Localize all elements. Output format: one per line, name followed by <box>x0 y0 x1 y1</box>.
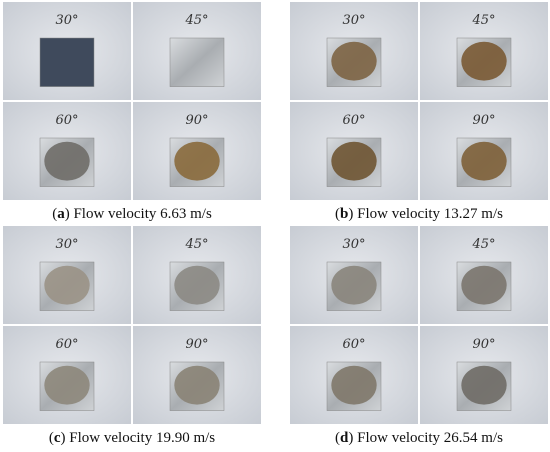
erosion-spot <box>174 265 220 305</box>
caption-label: a <box>57 206 65 222</box>
erosion-spot <box>331 265 377 305</box>
erosion-spot <box>174 141 220 181</box>
caption: (a) Flow velocity 6.63 m/s <box>52 206 212 222</box>
angle-label: 45° <box>184 13 208 28</box>
caption-paren: ( <box>335 430 340 446</box>
caption: (c) Flow velocity 19.90 m/s <box>49 430 215 446</box>
erosion-spot <box>461 365 507 405</box>
angle-label: 90° <box>472 113 495 128</box>
caption-paren: ( <box>49 430 54 446</box>
caption: (d) Flow velocity 26.54 m/s <box>335 430 503 446</box>
caption-paren: ) <box>348 430 357 446</box>
angle-label: 60° <box>342 337 365 352</box>
caption-paren: ) <box>348 206 357 222</box>
erosion-spot <box>331 365 377 405</box>
panel: 30° 45° 60° 90° (c) Flow velocity 19.90 m/s <box>3 226 261 446</box>
panel: 30° 45° 60° 90° (b) Flow velocity 13.27 m/s <box>290 2 548 222</box>
angle-label: 90° <box>185 337 208 352</box>
erosion-spot <box>44 265 90 305</box>
angle-label: 30° <box>342 13 365 28</box>
erosion-spot <box>461 265 507 305</box>
angle-label: 90° <box>185 113 208 128</box>
erosion-spot <box>461 41 507 81</box>
sample <box>169 37 225 87</box>
erosion-spot <box>44 141 90 181</box>
caption-paren: ) <box>65 206 74 222</box>
erosion-spot <box>331 41 377 81</box>
caption-label: b <box>340 206 348 222</box>
erosion-spot <box>174 365 220 405</box>
caption-label: c <box>54 430 61 446</box>
panel: 30° 45° 60° 90° (d) Flow velocity 26.54 m/s <box>290 226 548 446</box>
erosion-spot <box>331 141 377 181</box>
caption-paren: ( <box>52 206 57 222</box>
angle-label: 45° <box>471 13 495 28</box>
erosion-spot <box>44 365 90 405</box>
angle-label: 30° <box>55 13 78 28</box>
caption-label: d <box>340 430 349 446</box>
caption-text: Flow velocity 6.63 m/s <box>73 206 211 222</box>
caption-text: Flow velocity 19.90 m/s <box>69 430 215 446</box>
angle-label: 60° <box>342 113 365 128</box>
caption-paren: ( <box>335 206 340 222</box>
angle-label: 30° <box>342 237 365 252</box>
caption-text: Flow velocity 26.54 m/s <box>357 430 503 446</box>
sample <box>39 37 95 87</box>
angle-label: 90° <box>472 337 495 352</box>
caption: (b) Flow velocity 13.27 m/s <box>335 206 503 222</box>
angle-label: 60° <box>55 337 78 352</box>
erosion-spot <box>461 141 507 181</box>
caption-paren: ) <box>61 430 70 446</box>
angle-label: 60° <box>55 113 78 128</box>
panel: 30° 45° 60° 90° (a) Flow velocity 6.63 m/s <box>3 2 261 222</box>
angle-label: 45° <box>184 237 208 252</box>
angle-label: 30° <box>55 237 78 252</box>
angle-label: 45° <box>471 237 495 252</box>
caption-text: Flow velocity 13.27 m/s <box>357 206 503 222</box>
